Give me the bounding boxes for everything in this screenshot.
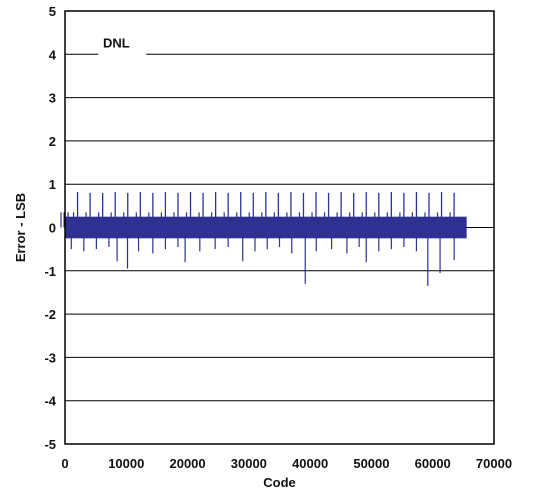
x-tick-label: 40000 [292, 456, 328, 471]
y-tick-label: -1 [44, 264, 56, 279]
y-tick-label: -3 [44, 350, 56, 365]
x-tick-label: 70000 [476, 456, 512, 471]
x-tick-label: 50000 [353, 456, 389, 471]
y-tick-label: 0 [49, 221, 56, 236]
y-tick-label: 2 [49, 134, 56, 149]
y-tick-label: 5 [49, 4, 56, 19]
y-tick-label: 3 [49, 91, 56, 106]
y-axis-ticks: 5 4 3 2 1 0 -1 -2 -3 -4 -5 [44, 4, 56, 452]
y-tick-label: 4 [49, 47, 57, 62]
x-tick-label: 0 [61, 456, 68, 471]
y-tick-label: 1 [49, 177, 56, 192]
y-axis-title: Error - LSB [13, 193, 28, 262]
x-tick-label: 20000 [169, 456, 205, 471]
y-tick-label: -2 [44, 307, 56, 322]
y-tick-label: -4 [44, 394, 56, 409]
x-tick-label: 60000 [415, 456, 451, 471]
x-tick-label: 30000 [231, 456, 267, 471]
legend-background [98, 48, 147, 61]
x-tick-label: 10000 [108, 456, 144, 471]
legend: DNL [98, 35, 147, 61]
legend-label-dnl: DNL [103, 35, 130, 50]
x-axis-title: Code [263, 475, 296, 490]
dnl-series [60, 191, 467, 286]
y-tick-label: -5 [44, 437, 56, 452]
plot-frame [64, 10, 495, 445]
x-axis-ticks: 0 10000 20000 30000 40000 50000 60000 70000 [61, 456, 512, 471]
